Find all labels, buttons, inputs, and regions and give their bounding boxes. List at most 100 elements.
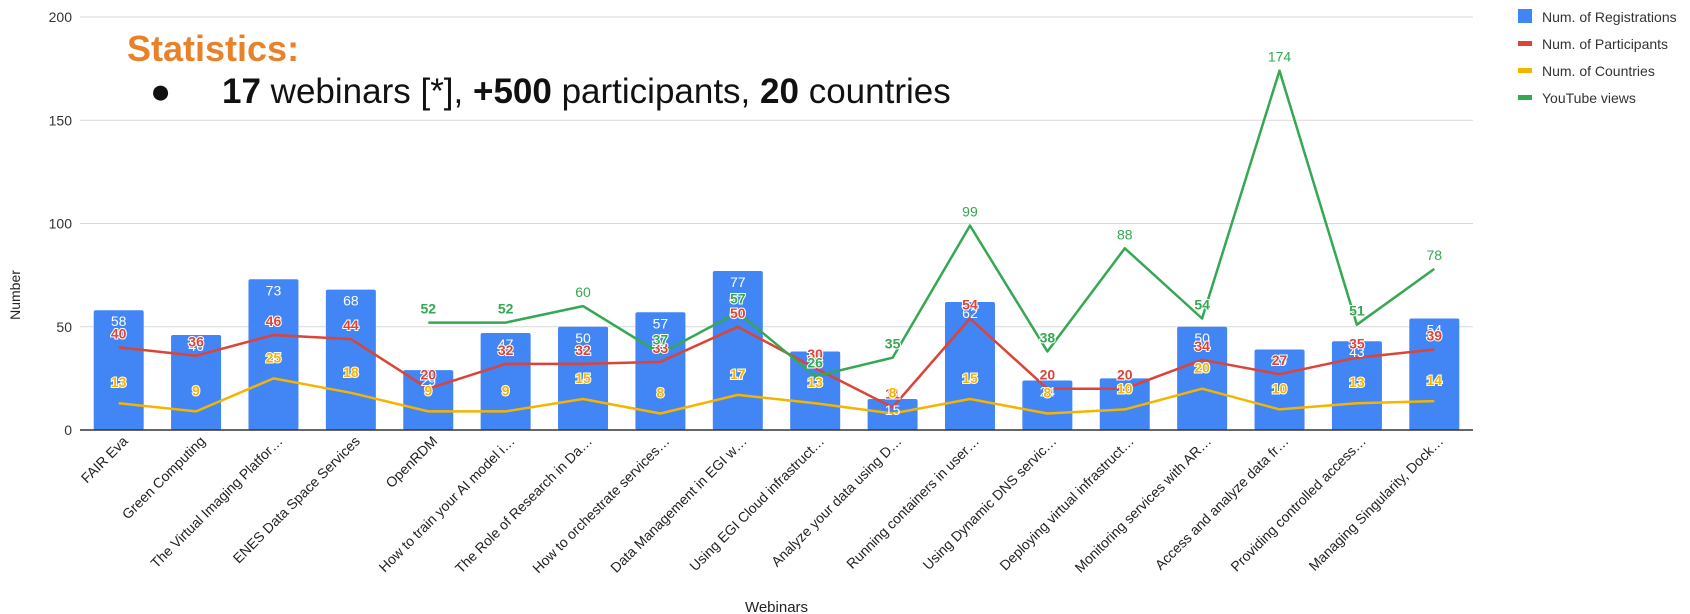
- data-label-youtube-views: 35: [885, 336, 901, 352]
- y-tick-label: 50: [56, 319, 72, 335]
- data-label-youtube-views: 52: [498, 301, 514, 317]
- data-label-youtube-views: 51: [1349, 303, 1365, 319]
- bar-registrations: [1099, 378, 1150, 430]
- legend-swatch: [1518, 41, 1532, 46]
- x-tick-label: Using Dynamic DNS servic…: [919, 433, 1059, 573]
- x-tick-label: Using EGI Cloud infrastruct…: [686, 433, 827, 574]
- data-label-num-of-registrations: 77: [730, 274, 746, 290]
- legend-swatch: [1518, 9, 1532, 23]
- line-num-of-participants: [118, 317, 1435, 409]
- data-label-youtube-views: 57: [730, 290, 746, 306]
- data-label-num-of-countries: 25: [266, 349, 282, 365]
- webinars-text: webinars [*],: [270, 72, 464, 111]
- bullet-icon: ●: [150, 72, 172, 111]
- data-label-num-of-participants: 20: [1040, 367, 1056, 383]
- data-label-num-of-countries: 13: [807, 374, 823, 390]
- data-label-num-of-registrations: 68: [343, 293, 359, 309]
- data-label-num-of-registrations: 57: [653, 315, 669, 331]
- data-label-num-of-registrations: 62: [962, 305, 978, 321]
- bar-registrations: [1331, 341, 1382, 430]
- data-label-youtube-views: 174: [1268, 49, 1292, 65]
- data-label-num-of-registrations: 73: [266, 282, 282, 298]
- data-label-num-of-countries: 9: [192, 382, 200, 398]
- stats-title: Statistics:: [127, 28, 300, 69]
- data-label-num-of-countries: 18: [343, 364, 359, 380]
- data-label-num-of-participants: 11: [885, 385, 900, 401]
- bar-registrations: [1022, 380, 1073, 430]
- bar-registrations: [712, 270, 763, 430]
- data-label-num-of-registrations: 46: [188, 338, 204, 354]
- x-tick-label: Analyze your data using D…: [768, 433, 905, 570]
- data-label-youtube-views: 37: [653, 332, 669, 348]
- data-label-num-of-participants: 34: [1194, 338, 1210, 354]
- x-tick-label: Monitoring services with AR…: [1071, 433, 1214, 576]
- data-label-num-of-registrations: 58: [111, 313, 127, 329]
- data-label-youtube-views: 26: [807, 354, 823, 370]
- bar-registrations: [1177, 326, 1228, 430]
- data-label-num-of-participants: 32: [575, 342, 591, 358]
- data-label-num-of-countries: 17: [730, 366, 746, 382]
- data-label-num-of-countries: 9: [424, 382, 432, 398]
- data-label-num-of-participants: 35: [1349, 336, 1365, 352]
- data-label-youtube-views: 54: [1194, 296, 1210, 312]
- data-label-num-of-registrations: 50: [1194, 330, 1210, 346]
- line-num-of-countries: [118, 377, 1435, 415]
- bar-registrations: [1254, 349, 1305, 430]
- legend: Num. of Registrations Num. of Participant…: [1518, 9, 1677, 106]
- webinars-count: 17: [222, 72, 261, 111]
- bar-registrations: [790, 351, 841, 430]
- data-label-num-of-participants: 46: [266, 313, 282, 329]
- data-label-num-of-countries: 10: [1272, 380, 1288, 396]
- bar-registrations: [635, 312, 686, 430]
- series-lines: [118, 69, 1436, 415]
- data-label-num-of-countries: 9: [502, 382, 510, 398]
- x-tick-label: Access and analyze data fr…: [1152, 433, 1292, 573]
- x-axis-label: Webinars: [745, 599, 808, 614]
- data-label-num-of-countries: 20: [1194, 360, 1210, 376]
- data-label-num-of-participants: 20: [1117, 367, 1133, 383]
- x-tick-label: Providing controlled access…: [1227, 433, 1369, 575]
- data-label-num-of-participants: 27: [1272, 352, 1288, 368]
- legend-label: Num. of Countries: [1542, 63, 1655, 79]
- data-label-num-of-countries: 8: [657, 384, 665, 400]
- data-label-num-of-registrations: 24: [1040, 383, 1056, 399]
- x-tick-label: Data Management in EGI w…: [607, 433, 750, 576]
- x-tick-label: How to train your AI model i…: [375, 433, 517, 575]
- stats-summary-line: ● 17 webinars [*], +500 participants, 20 …: [150, 72, 951, 112]
- data-label-num-of-countries: 14: [1427, 372, 1443, 388]
- data-label-num-of-participants: 20: [420, 367, 436, 383]
- y-axis-label: Number: [7, 270, 23, 320]
- countries-text: countries: [808, 72, 951, 111]
- data-label-num-of-participants: 50: [730, 305, 746, 321]
- bar-registrations: [944, 301, 995, 430]
- data-label-youtube-views: 88: [1117, 226, 1133, 242]
- data-label-num-of-registrations: 47: [498, 336, 514, 352]
- data-label-num-of-participants: 36: [188, 334, 204, 350]
- participants-text: participants,: [561, 72, 751, 111]
- bar-registrations: [325, 289, 376, 430]
- data-label-num-of-participants: 30: [807, 346, 823, 362]
- data-label-num-of-registrations: 25: [1117, 381, 1133, 397]
- x-tick-label: OpenRDM: [382, 433, 440, 491]
- data-label-num-of-countries: 8: [889, 384, 897, 400]
- x-tick-label: The Virtual Imaging Platfor…: [147, 433, 285, 571]
- data-label-num-of-countries: 10: [1117, 380, 1133, 396]
- x-tick-label: ENES Data Space Services: [230, 433, 363, 566]
- data-label-num-of-participants: 33: [653, 340, 669, 356]
- x-tick-label: The Role of Research in Da…: [452, 433, 595, 576]
- bar-registrations: [248, 279, 299, 430]
- y-tick-label: 0: [64, 422, 72, 438]
- y-tick-label: 150: [49, 112, 73, 128]
- legend-label: YouTube views: [1542, 90, 1636, 106]
- y-tick-label: 100: [49, 216, 73, 232]
- data-label-num-of-countries: 15: [575, 370, 591, 386]
- data-label-youtube-views: 99: [962, 204, 978, 220]
- line-youtube-views: [428, 69, 1436, 378]
- data-label-youtube-views: 52: [420, 301, 436, 317]
- data-label-num-of-registrations: 39: [1272, 352, 1288, 368]
- data-label-num-of-registrations: 43: [1349, 344, 1365, 360]
- data-label-num-of-registrations: 54: [1427, 321, 1443, 337]
- bar-registrations: [93, 310, 144, 430]
- data-label-num-of-countries: 13: [1349, 374, 1365, 390]
